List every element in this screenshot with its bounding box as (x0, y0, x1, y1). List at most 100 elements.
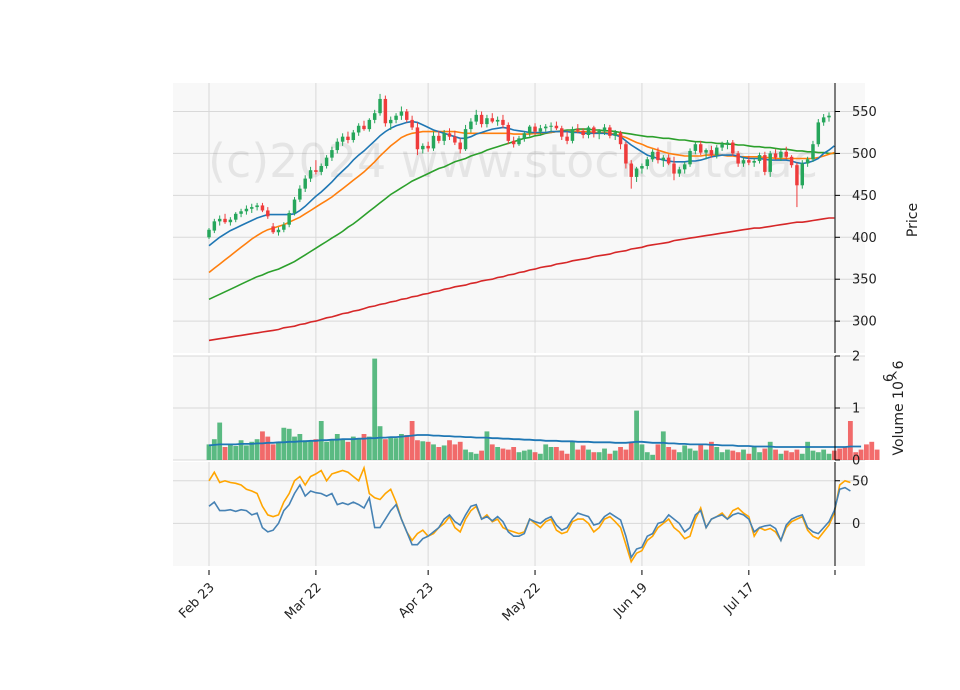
candle-body (618, 132, 623, 145)
candle-body (661, 157, 666, 161)
candle-body (469, 121, 473, 130)
volume-bar (676, 452, 682, 460)
candle-body (490, 118, 495, 122)
volume-bar (618, 447, 623, 460)
candle-body (773, 153, 778, 158)
volume-bar (431, 444, 436, 460)
candle-body (709, 150, 714, 156)
candle-body (538, 128, 543, 132)
volume-bar (794, 449, 800, 460)
candle-body (298, 188, 302, 200)
candle-body (741, 160, 746, 164)
volume-bar (858, 449, 864, 460)
ma-very-long-line (208, 217, 835, 342)
candle-body (576, 129, 580, 131)
candle-body (340, 136, 345, 142)
candle-body (554, 125, 559, 129)
candle-body (736, 153, 740, 164)
candle-body (250, 207, 254, 209)
volume-bar (473, 453, 479, 460)
candle-body (677, 169, 682, 174)
ma-short-line (208, 120, 835, 247)
grid-lines (173, 83, 865, 566)
candle-body (421, 145, 425, 150)
volume-bar (372, 358, 378, 460)
candle-body (522, 133, 527, 139)
candle-body (533, 126, 537, 132)
candle-body (458, 142, 462, 150)
volume-bar (874, 449, 880, 460)
volume-bar (837, 448, 843, 460)
candle-body (410, 119, 414, 128)
volume-bar (805, 441, 811, 460)
candle-body (565, 136, 569, 141)
volume-axis-tick-label: 1 (852, 402, 860, 417)
volume-bar (655, 444, 661, 460)
volume-bar (409, 421, 415, 460)
volume-bar (831, 450, 837, 460)
volume-bar (575, 449, 581, 460)
volume-bar (463, 449, 468, 460)
volume-bar (270, 444, 276, 460)
candle-body (495, 119, 500, 122)
ma-long-line (208, 128, 835, 301)
candle-body (266, 210, 270, 217)
candle-body (511, 140, 516, 145)
volume-bar (767, 441, 773, 460)
volume-bar (799, 453, 805, 460)
volume-bar (687, 448, 693, 460)
volume-bar (746, 453, 752, 460)
volume-bar (286, 428, 292, 460)
oscillator-line-a (208, 483, 851, 560)
candle-body (463, 129, 468, 150)
volume-bar (719, 452, 725, 460)
candle-body (212, 221, 217, 231)
volume-bar (313, 439, 319, 460)
candle-body (276, 229, 281, 233)
volume-bar (452, 444, 458, 460)
volume-bar (650, 454, 656, 460)
volume-bar (762, 448, 768, 460)
price-moving-averages (208, 120, 835, 342)
candle-body (356, 125, 361, 133)
candle-body (784, 151, 788, 157)
volume-bar (479, 450, 484, 460)
volume-bar (260, 431, 265, 460)
price-axis-tick-label: 350 (852, 273, 877, 288)
volume-bar (350, 436, 356, 460)
volume-bar (783, 450, 789, 460)
oscillator-axis-tick-label: 50 (852, 474, 869, 489)
volume-bar (415, 440, 420, 460)
volume-bar (436, 447, 442, 460)
x-axis-tick-label: Jun 19 (610, 580, 650, 620)
candle-body (308, 170, 313, 179)
candle-body (217, 218, 222, 222)
candle-body (672, 163, 676, 174)
candle-body (372, 113, 377, 120)
candle-body (447, 133, 452, 137)
candle-body (527, 126, 532, 134)
x-axis-tick-label: Jul 17 (721, 580, 758, 617)
candle-body (795, 165, 799, 186)
price-axis-tick-label: 300 (852, 315, 877, 330)
price-axis-tick-label: 450 (852, 189, 877, 204)
volume-bar (671, 449, 677, 460)
volume-bar (773, 449, 778, 460)
candle-body (752, 160, 756, 163)
volume-bar (725, 449, 730, 460)
volume-bar (623, 449, 629, 460)
candle-body (656, 151, 660, 161)
volume-bar (511, 447, 517, 460)
candle-body (362, 125, 366, 130)
price-axis-label: Price (905, 203, 921, 237)
candle-body (223, 218, 227, 223)
volume-bar (789, 452, 794, 460)
volume-bar (698, 444, 704, 460)
candle-body (608, 127, 612, 136)
candle-body (207, 229, 211, 238)
volume-bar (778, 453, 784, 460)
volume-bar (580, 445, 586, 460)
volume-bar (586, 449, 591, 460)
candle-body (821, 117, 826, 123)
volume-bar (334, 434, 340, 460)
